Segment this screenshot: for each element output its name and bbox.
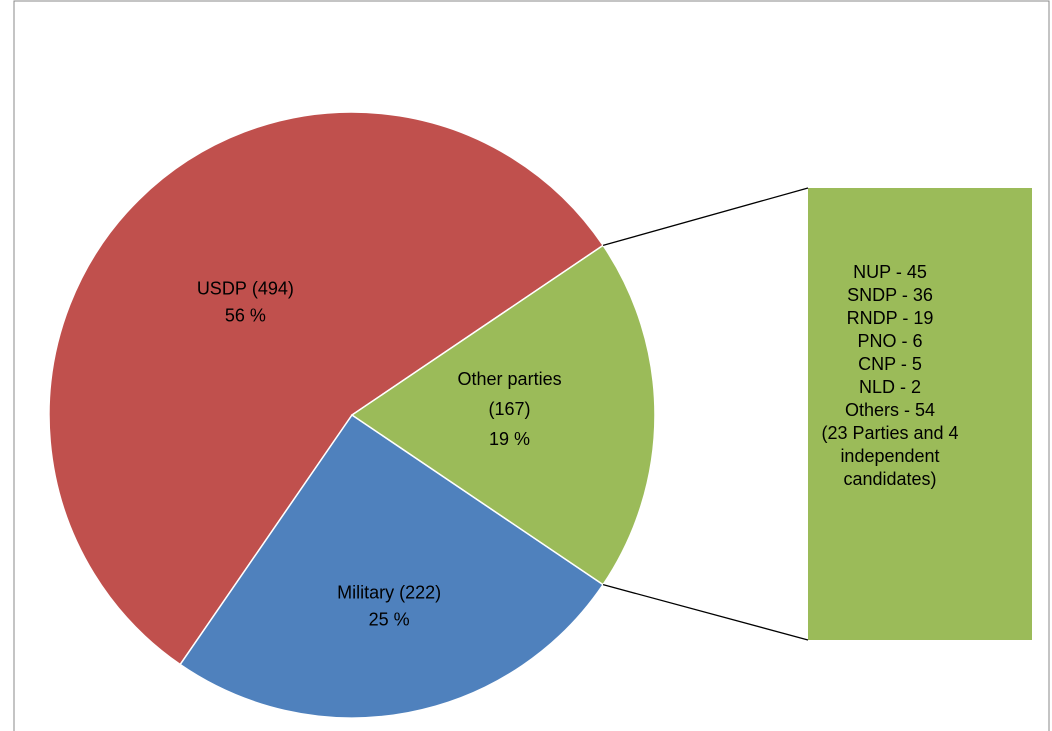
chart-frame — [13, 0, 1050, 731]
percent-label: 19 % — [489, 429, 530, 449]
slice-label: Other parties (167) 19 % — [458, 369, 562, 449]
value-label: (222) — [399, 583, 441, 603]
category-label: USDP — [197, 278, 247, 298]
breakdown-item: NUP - 45 — [853, 262, 927, 282]
value-label: (167) — [489, 399, 531, 419]
connector-line — [602, 187, 809, 247]
breakdown-item: RNDP - 19 — [846, 308, 934, 328]
slice-label: Military (222) 25 % — [337, 583, 441, 630]
pie-slice — [350, 244, 656, 586]
breakdown-item: CNP - 5 — [858, 354, 922, 374]
category-label: Military — [337, 583, 394, 603]
breakdown-item: (23 Parties and 4 independent candidates… — [821, 423, 959, 489]
category-label: Other parties — [458, 369, 562, 389]
percent-label: 25 % — [369, 610, 410, 630]
pie-slice — [48, 111, 605, 666]
connector-line — [602, 583, 809, 641]
value-label: (494) — [252, 278, 294, 298]
breakdown-bar — [808, 188, 1032, 640]
breakdown-item: NLD - 2 — [858, 377, 921, 397]
slice-label: USDP (494) 56 % — [197, 278, 294, 325]
pie-slice — [179, 413, 605, 719]
breakdown-item: PNO - 6 — [857, 331, 923, 351]
breakdown-item: SNDP - 36 — [847, 285, 933, 305]
breakdown-item: Others - 54 — [844, 400, 936, 420]
percent-label: 56 % — [225, 305, 266, 325]
breakdown-text: NUP - 45 SNDP - 36 RNDP - 19 PNO - 6 CNP - 5… — [800, 261, 980, 491]
